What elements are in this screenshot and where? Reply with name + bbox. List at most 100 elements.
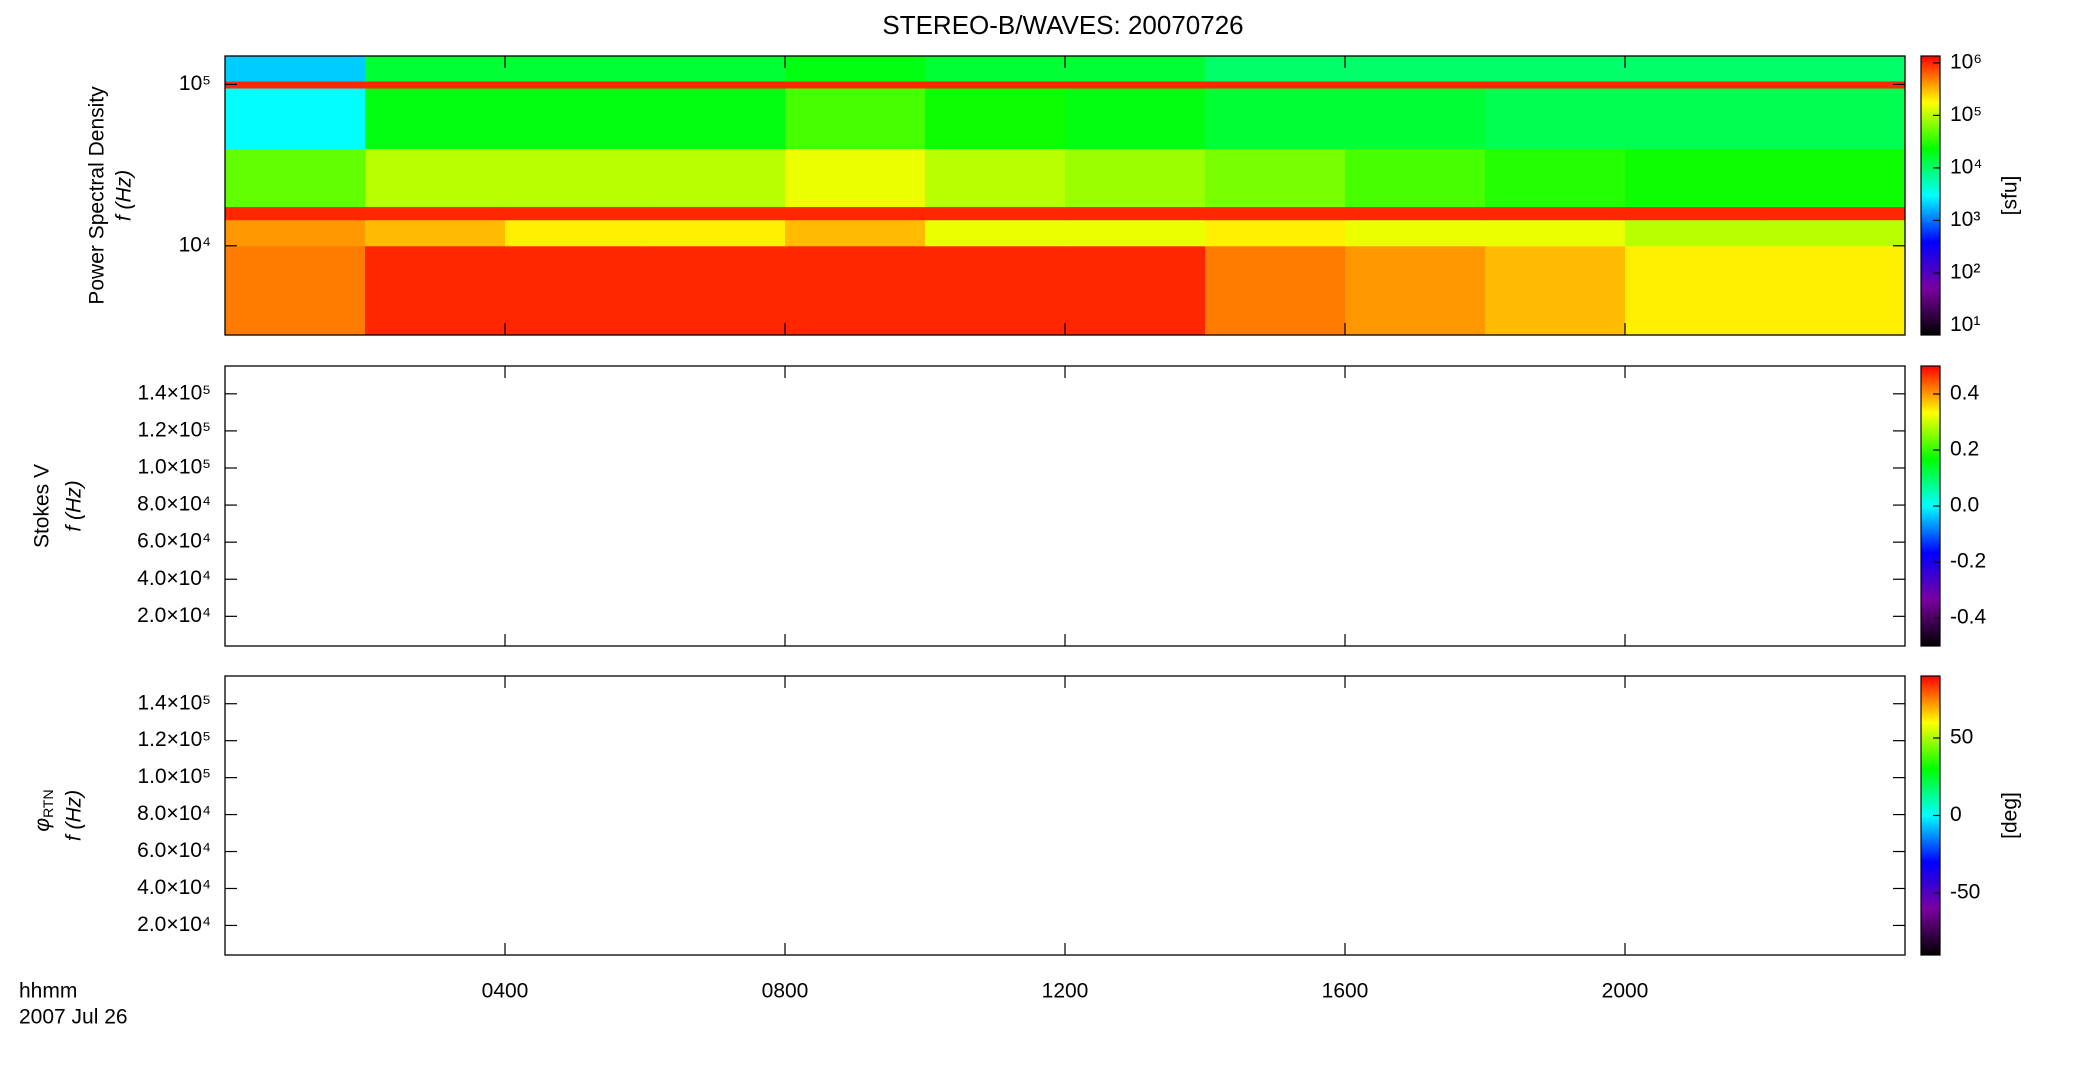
y-tick-label: 4.0×10⁴ bbox=[137, 567, 211, 590]
colorbar-label: [deg] bbox=[1999, 792, 2022, 839]
chart-title: STEREO-B/WAVES: 20070726 bbox=[882, 10, 1243, 40]
heatmap-cell bbox=[505, 219, 646, 247]
y-tick-label: 6.0×10⁴ bbox=[137, 839, 211, 862]
heatmap-cell bbox=[1485, 88, 1626, 150]
heatmap-cell bbox=[365, 245, 506, 336]
heatmap-cell bbox=[1765, 219, 1906, 247]
heatmap-cell bbox=[1205, 80, 1346, 89]
heatmap-cell bbox=[1065, 80, 1206, 89]
heatmap-cell bbox=[1625, 206, 1766, 221]
colorbar-tick-label: 10⁵ bbox=[1950, 103, 1982, 126]
heatmap-cell bbox=[1765, 148, 1906, 208]
heatmap-cell bbox=[645, 56, 786, 82]
heatmap-cell bbox=[1205, 219, 1346, 247]
heatmap-cell bbox=[925, 80, 1066, 89]
heatmap-cell bbox=[645, 245, 786, 336]
heatmap-cell bbox=[1205, 88, 1346, 150]
x-tick-label: 2000 bbox=[1602, 980, 1649, 1003]
heatmap-cell bbox=[1345, 219, 1486, 247]
colorbar-tick-label: 10⁶ bbox=[1950, 50, 1982, 73]
heatmap-cell bbox=[1765, 88, 1906, 150]
heatmap-cell bbox=[1345, 56, 1486, 82]
heatmap-cell bbox=[365, 219, 506, 247]
x-tick-label: 1200 bbox=[1042, 980, 1089, 1003]
heatmap-cell bbox=[365, 80, 506, 89]
heatmap-cell bbox=[505, 88, 646, 150]
heatmap-cell bbox=[785, 219, 926, 247]
heatmap-cell bbox=[645, 88, 786, 150]
heatmap-cell bbox=[925, 219, 1066, 247]
colorbar-tick-label: 10¹ bbox=[1950, 313, 1980, 336]
x-tick-label: 0400 bbox=[482, 980, 529, 1003]
y-tick-label: 1.2×10⁵ bbox=[137, 418, 211, 441]
colorbar-tick-label: 0 bbox=[1950, 803, 1962, 826]
heatmap-cell bbox=[1205, 245, 1346, 336]
x-axis-label: hhmm bbox=[19, 980, 77, 1003]
heatmap-cell bbox=[785, 88, 926, 150]
y-axis-label: Stokes V bbox=[31, 464, 54, 548]
y-axis-label: φRTN bbox=[31, 789, 56, 831]
y-axis-label-symbol: φ bbox=[31, 818, 54, 832]
y-tick-label: 8.0×10⁴ bbox=[137, 493, 211, 516]
x-tick-label: 0800 bbox=[762, 980, 809, 1003]
heatmap-cell bbox=[1065, 206, 1206, 221]
heatmap-cell bbox=[785, 56, 926, 82]
heatmap-cell bbox=[505, 80, 646, 89]
heatmap-cell bbox=[1205, 56, 1346, 82]
heatmap-cell bbox=[225, 219, 366, 247]
heatmap-cell bbox=[225, 80, 366, 89]
colorbar-tick-label: 0.0 bbox=[1950, 494, 1979, 517]
y-tick-label: 8.0×10⁴ bbox=[137, 802, 211, 825]
heatmap-cell bbox=[785, 148, 926, 208]
heatmap-cell bbox=[925, 206, 1066, 221]
heatmap-cell bbox=[1485, 56, 1626, 82]
colorbar-tick-label: 0.4 bbox=[1950, 382, 1980, 405]
heatmap-cell bbox=[365, 88, 506, 150]
heatmap-cell bbox=[505, 206, 646, 221]
y-axis-label: f (Hz) bbox=[63, 790, 86, 841]
heatmap-cell bbox=[1065, 88, 1206, 150]
heatmap-cell bbox=[645, 206, 786, 221]
heatmap-cell bbox=[1205, 206, 1346, 221]
y-tick-label: 4.0×10⁴ bbox=[137, 876, 211, 899]
heatmap-cell bbox=[645, 219, 786, 247]
heatmap-cell bbox=[645, 80, 786, 89]
heatmap-cell bbox=[225, 56, 366, 82]
heatmap-cell bbox=[1625, 219, 1766, 247]
heatmap-cell bbox=[645, 148, 786, 208]
y-tick-label: 1.2×10⁵ bbox=[137, 728, 211, 751]
heatmap-cell bbox=[1765, 206, 1906, 221]
heatmap-cell bbox=[1625, 245, 1766, 336]
colorbar-tick-label: -0.2 bbox=[1950, 550, 1986, 573]
y-tick-label: 10⁴ bbox=[179, 233, 211, 256]
y-tick-label: 6.0×10⁴ bbox=[137, 530, 211, 553]
y-axis-label-subscript: RTN bbox=[40, 789, 56, 818]
heatmap-cell bbox=[1625, 56, 1766, 82]
heatmap-cell bbox=[925, 56, 1066, 82]
heatmap-cell bbox=[1345, 148, 1486, 208]
heatmap-cell bbox=[1485, 245, 1626, 336]
y-axis-label: f (Hz) bbox=[63, 480, 86, 531]
heatmap-cell bbox=[1625, 88, 1766, 150]
y-tick-label: 1.4×10⁵ bbox=[137, 691, 211, 714]
heatmap-cell bbox=[1625, 148, 1766, 208]
y-axis-label: f (Hz) bbox=[113, 170, 136, 221]
heatmap-cell bbox=[925, 88, 1066, 150]
heatmap-cell bbox=[1345, 80, 1486, 89]
heatmap-cell bbox=[1065, 245, 1206, 336]
x-axis-label: 2007 Jul 26 bbox=[19, 1006, 128, 1029]
heatmap-cell bbox=[225, 88, 366, 150]
heatmap-cell bbox=[225, 245, 366, 336]
colorbar-label: [sfu] bbox=[1999, 176, 2022, 216]
heatmap-cell bbox=[1485, 148, 1626, 208]
heatmap-cell bbox=[785, 80, 926, 89]
y-axis-label: Power Spectral Density bbox=[86, 86, 109, 305]
colorbar-tick-label: 50 bbox=[1950, 726, 1973, 749]
heatmap-cell bbox=[925, 148, 1066, 208]
heatmap-cell bbox=[365, 206, 506, 221]
heatmap-cell bbox=[785, 245, 926, 336]
y-tick-label: 10⁵ bbox=[179, 72, 211, 95]
y-tick-label: 1.0×10⁵ bbox=[137, 456, 211, 479]
